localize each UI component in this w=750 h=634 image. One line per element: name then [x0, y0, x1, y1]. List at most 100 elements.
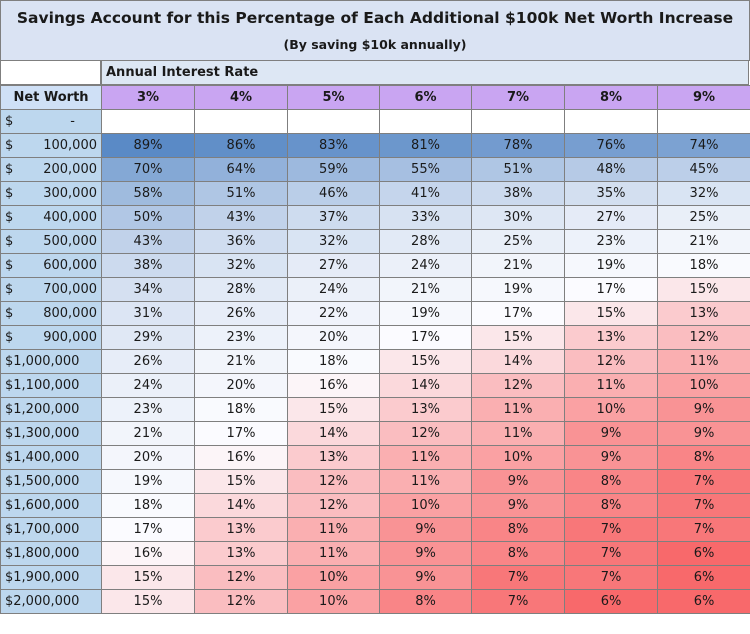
percentage-cell: 15% [287, 397, 380, 422]
percentage-cell: 7% [657, 517, 750, 542]
net-worth-amount: 700,000 [43, 282, 97, 297]
percentage-cell: 81% [379, 133, 472, 158]
net-worth-currency: $ [5, 114, 14, 129]
percentage-cell: 17% [194, 421, 288, 446]
percentage-cell [101, 109, 195, 134]
percentage-cell: 7% [564, 541, 658, 566]
percentage-cell: 9% [657, 397, 750, 422]
percentage-cell: 18% [101, 493, 195, 518]
percentage-cell: 13% [564, 325, 658, 350]
net-worth-currency: $ [5, 282, 14, 297]
net-worth-cell: $700,000 [0, 277, 102, 302]
percentage-cell: 12% [194, 589, 288, 614]
percentage-cell: 32% [287, 229, 380, 254]
percentage-cell: 21% [194, 349, 288, 374]
title-block: Savings Account for this Percentage of E… [0, 0, 750, 61]
percentage-cell: 13% [657, 301, 750, 326]
percentage-cell: 21% [657, 229, 750, 254]
percentage-cell: 7% [657, 493, 750, 518]
percentage-cell: 6% [564, 589, 658, 614]
net-worth-cell: $300,000 [0, 181, 102, 206]
percentage-cell: 35% [564, 181, 658, 206]
net-worth-cell: $1,900,000 [0, 565, 102, 590]
percentage-cell: 76% [564, 133, 658, 158]
percentage-cell: 10% [471, 445, 565, 470]
percentage-cell: 58% [101, 181, 195, 206]
percentage-cell: 18% [194, 397, 288, 422]
percentage-cell: 70% [101, 157, 195, 182]
percentage-cell: 21% [379, 277, 472, 302]
rate-header: 3% [101, 85, 195, 110]
rate-header: 9% [657, 85, 750, 110]
net-worth-amount: 400,000 [43, 210, 97, 225]
net-worth-cell: $800,000 [0, 301, 102, 326]
percentage-cell: 15% [657, 277, 750, 302]
percentage-cell: 17% [471, 301, 565, 326]
net-worth-cell: $1,400,000 [0, 445, 102, 470]
percentage-cell: 28% [379, 229, 472, 254]
percentage-cell: 6% [657, 565, 750, 590]
net-worth-currency: $1,300,000 [5, 426, 80, 441]
percentage-cell: 24% [287, 277, 380, 302]
table-row: $1,600,000 18% 14% 12% 10% 9% 8% 7% [0, 493, 750, 518]
table-row: $300,000 58% 51% 46% 41% 38% 35% 32% [0, 181, 750, 206]
header-row: Net Worth 3% 4% 5% 6% 7% 8% 9% [0, 85, 750, 110]
percentage-cell: 37% [287, 205, 380, 230]
table-row: $1,900,000 15% 12% 10% 9% 7% 7% 6% [0, 565, 750, 590]
percentage-cell: 10% [287, 565, 380, 590]
net-worth-cell: $400,000 [0, 205, 102, 230]
percentage-cell: 17% [101, 517, 195, 542]
percentage-cell: 14% [379, 373, 472, 398]
net-worth-currency: $1,900,000 [5, 570, 80, 585]
percentage-cell: 30% [471, 205, 565, 230]
table-row: $700,000 34% 28% 24% 21% 19% 17% 15% [0, 277, 750, 302]
percentage-cell: 24% [101, 373, 195, 398]
percentage-cell: 8% [657, 445, 750, 470]
percentage-cell: 64% [194, 157, 288, 182]
percentage-cell: 15% [101, 565, 195, 590]
percentage-cell: 23% [194, 325, 288, 350]
percentage-cell: 11% [287, 541, 380, 566]
percentage-cell: 7% [471, 589, 565, 614]
net-worth-cell: $1,700,000 [0, 517, 102, 542]
percentage-cell: 9% [471, 469, 565, 494]
percentage-cell: 86% [194, 133, 288, 158]
net-worth-cell: $1,300,000 [0, 421, 102, 446]
percentage-cell: 12% [471, 373, 565, 398]
percentage-cell: 11% [287, 517, 380, 542]
table-row: $1,800,000 16% 13% 11% 9% 8% 7% 6% [0, 541, 750, 566]
net-worth-cell: $1,500,000 [0, 469, 102, 494]
percentage-cell: 15% [379, 349, 472, 374]
table-row: $200,000 70% 64% 59% 55% 51% 48% 45% [0, 157, 750, 182]
percentage-cell: 7% [657, 469, 750, 494]
percentage-cell: 32% [657, 181, 750, 206]
chart-subtitle: (By saving $10k annually) [283, 37, 467, 52]
net-worth-amount: 100,000 [43, 138, 97, 153]
net-worth-cell: $500,000 [0, 229, 102, 254]
percentage-cell: 38% [471, 181, 565, 206]
table-row: $900,000 29% 23% 20% 17% 15% 13% 12% [0, 325, 750, 350]
percentage-cell: 27% [287, 253, 380, 278]
net-worth-currency: $ [5, 330, 14, 345]
net-worth-currency: $ [5, 138, 14, 153]
percentage-cell: 23% [564, 229, 658, 254]
percentage-cell: 16% [194, 445, 288, 470]
percentage-cell: 16% [287, 373, 380, 398]
percentage-cell: 51% [194, 181, 288, 206]
percentage-cell: 46% [287, 181, 380, 206]
percentage-cell: 9% [379, 565, 472, 590]
net-worth-currency: $ [5, 162, 14, 177]
percentage-cell: 9% [564, 421, 658, 446]
percentage-cell: 9% [379, 541, 472, 566]
percentage-cell: 20% [101, 445, 195, 470]
percentage-cell: 24% [379, 253, 472, 278]
table-row: $2,000,000 15% 12% 10% 8% 7% 6% 6% [0, 589, 750, 614]
percentage-cell: 12% [287, 493, 380, 518]
table-row: $600,000 38% 32% 27% 24% 21% 19% 18% [0, 253, 750, 278]
percentage-cell: 18% [657, 253, 750, 278]
percentage-cell: 45% [657, 157, 750, 182]
percentage-cell: 13% [194, 517, 288, 542]
percentage-cell: 17% [379, 325, 472, 350]
table-row: $1,300,000 21% 17% 14% 12% 11% 9% 9% [0, 421, 750, 446]
percentage-cell: 7% [564, 565, 658, 590]
